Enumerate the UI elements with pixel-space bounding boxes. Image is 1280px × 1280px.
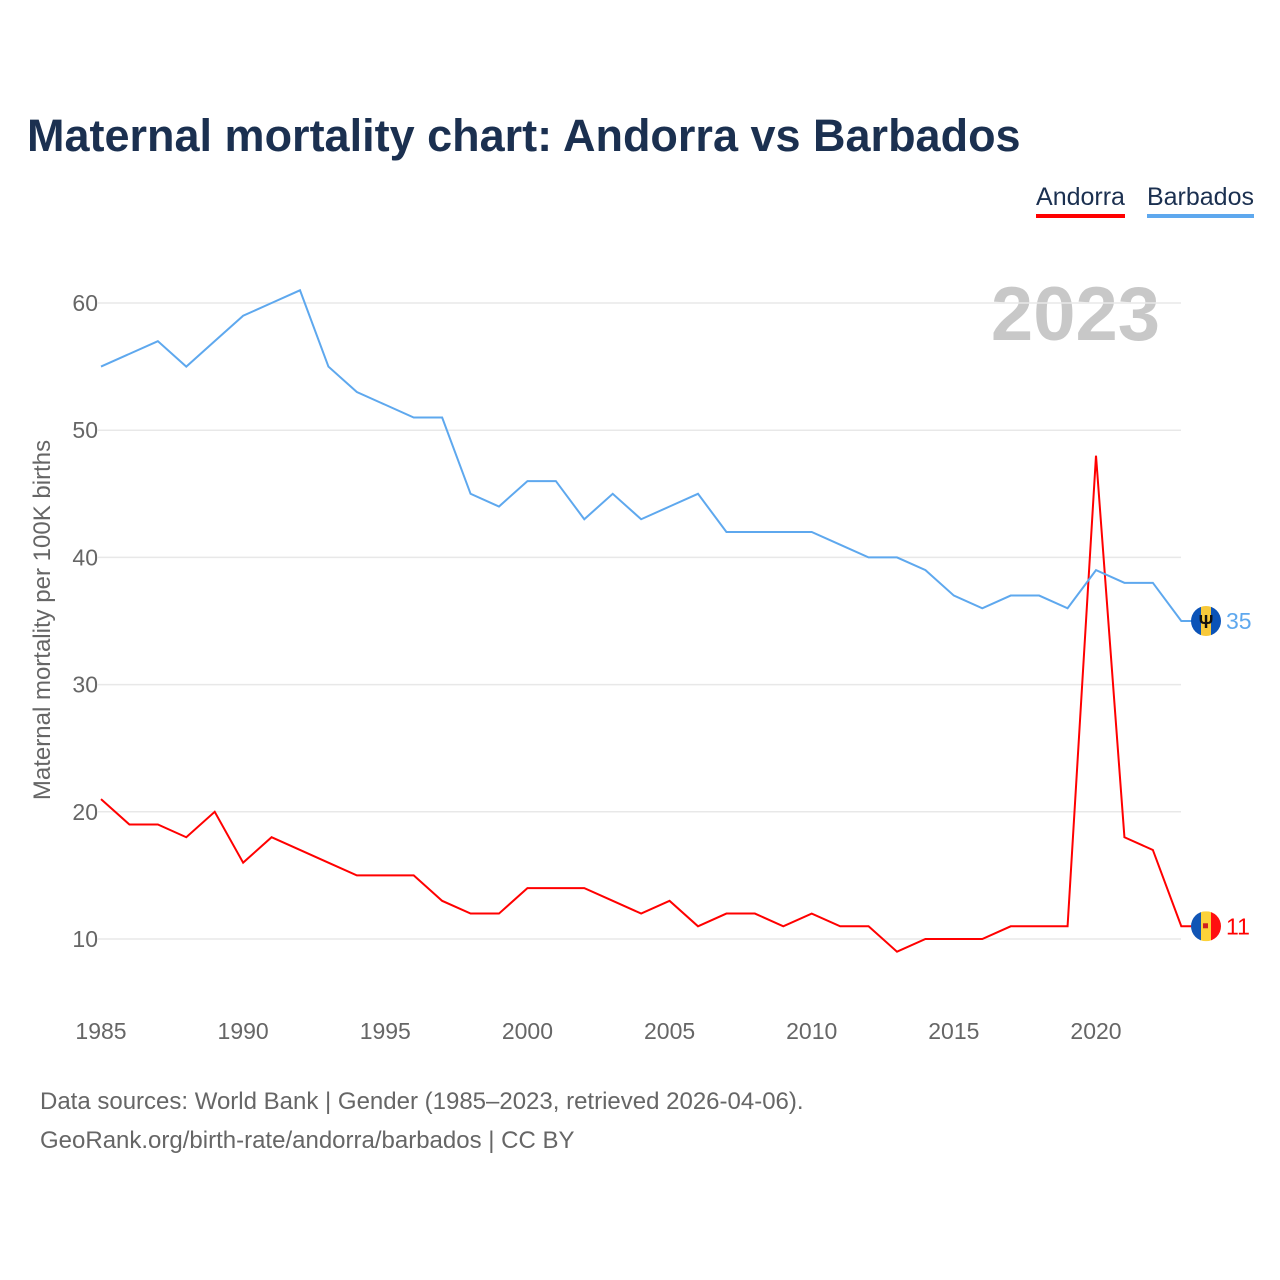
- series-line-barbados: [100, 288, 1200, 622]
- end-value-label: 35: [1226, 608, 1252, 634]
- legend-item-andorra[interactable]: Andorra: [1036, 183, 1125, 218]
- y-axis-label: Maternal mortality per 100K births: [29, 440, 56, 800]
- source-note: Data sources: World Bank | Gender (1985–…: [40, 1088, 804, 1115]
- source-url: GeoRank.org/birth-rate/andorra/barbados …: [40, 1127, 575, 1154]
- andorra-flag-icon: [1191, 911, 1221, 942]
- chart-title: Maternal mortality chart: Andorra vs Bar…: [27, 110, 1021, 161]
- y-tick-label: 30: [72, 672, 98, 698]
- end-value-label: 11: [1226, 913, 1250, 939]
- y-tick-label: 20: [72, 799, 98, 825]
- y-tick-label: 40: [72, 544, 98, 570]
- legend-item-barbados[interactable]: Barbados: [1146, 183, 1254, 218]
- year-watermark: 2023: [991, 272, 1160, 357]
- y-tick-label: 60: [72, 290, 98, 316]
- y-tick-label: 10: [72, 926, 98, 952]
- series-line-andorra: [100, 455, 1200, 953]
- x-tick-label: 1985: [75, 1018, 126, 1044]
- x-tick-label: 1990: [218, 1018, 269, 1044]
- legend: Andorra Barbados: [1036, 183, 1254, 218]
- x-tick-label: 2005: [644, 1018, 695, 1044]
- barbados-flag-icon: Ψ: [1191, 606, 1221, 636]
- y-tick-label: 50: [72, 417, 98, 443]
- x-tick-label: 2000: [502, 1018, 553, 1044]
- x-tick-label: 2015: [928, 1018, 979, 1044]
- x-tick-label: 2020: [1070, 1018, 1121, 1044]
- x-tick-label: 1995: [360, 1018, 411, 1044]
- x-tick-label: 2010: [786, 1018, 837, 1044]
- svg-text:Ψ: Ψ: [1199, 612, 1214, 632]
